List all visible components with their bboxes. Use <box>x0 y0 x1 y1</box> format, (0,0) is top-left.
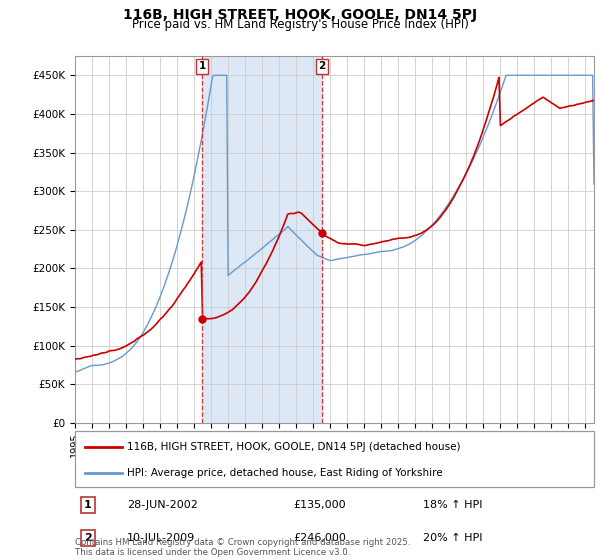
Text: Price paid vs. HM Land Registry's House Price Index (HPI): Price paid vs. HM Land Registry's House … <box>131 18 469 31</box>
Text: £135,000: £135,000 <box>293 500 346 510</box>
Text: HPI: Average price, detached house, East Riding of Yorkshire: HPI: Average price, detached house, East… <box>127 468 443 478</box>
Text: 2: 2 <box>84 533 92 543</box>
Text: 2: 2 <box>319 62 326 72</box>
Text: 116B, HIGH STREET, HOOK, GOOLE, DN14 5PJ (detached house): 116B, HIGH STREET, HOOK, GOOLE, DN14 5PJ… <box>127 442 460 452</box>
Bar <box>202 56 322 423</box>
Text: £246,000: £246,000 <box>293 533 346 543</box>
Text: 1: 1 <box>84 500 92 510</box>
Text: 116B, HIGH STREET, HOOK, GOOLE, DN14 5PJ: 116B, HIGH STREET, HOOK, GOOLE, DN14 5PJ <box>123 8 477 22</box>
Text: 1: 1 <box>199 62 206 72</box>
FancyBboxPatch shape <box>75 431 594 487</box>
Text: 20% ↑ HPI: 20% ↑ HPI <box>423 533 482 543</box>
Text: Contains HM Land Registry data © Crown copyright and database right 2025.
This d: Contains HM Land Registry data © Crown c… <box>75 538 410 557</box>
Text: 18% ↑ HPI: 18% ↑ HPI <box>423 500 482 510</box>
Text: 10-JUL-2009: 10-JUL-2009 <box>127 533 195 543</box>
Text: 28-JUN-2002: 28-JUN-2002 <box>127 500 198 510</box>
